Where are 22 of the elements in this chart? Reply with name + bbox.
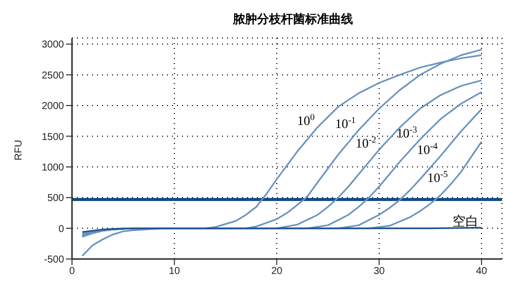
series-label: 10$^{-4}$ <box>416 140 438 157</box>
y-tick-label: -500 <box>44 254 64 266</box>
y-tick-label: 1000 <box>42 162 64 174</box>
y-tick-label: 3000 <box>42 40 64 51</box>
y-tick-label: 2500 <box>42 70 64 82</box>
y-tick-label: 0 <box>58 224 64 235</box>
chart-title: 脓肿分枝杆菌标准曲线 <box>233 12 353 26</box>
y-tick-label: 2000 <box>42 101 64 112</box>
x-tick-label: 20 <box>271 266 283 278</box>
y-tick-label: 1500 <box>42 132 64 143</box>
x-tick-label: 0 <box>69 266 76 278</box>
x-tick-label: 10 <box>168 266 180 278</box>
series-label: 10$^{0}$ <box>297 112 316 128</box>
series-label: 10$^{-2}$ <box>356 134 377 151</box>
series-label: 10$^{-3}$ <box>396 124 418 140</box>
y-axis-title: RFU <box>14 140 25 160</box>
series-label: 10$^{-5}$ <box>427 169 448 186</box>
y-tick-label: 500 <box>47 193 64 204</box>
series-label: 10$^{-1}$ <box>335 115 356 132</box>
x-tick-label: 40 <box>476 266 488 278</box>
series-label: 空白 <box>452 214 479 229</box>
x-tick-label: 30 <box>374 266 386 278</box>
